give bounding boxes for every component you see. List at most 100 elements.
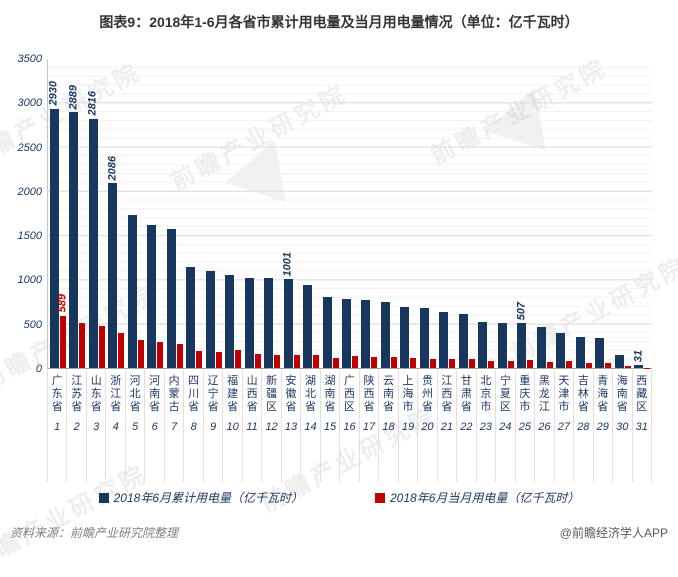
bar-cumulative bbox=[459, 314, 468, 368]
x-label-char: 省 bbox=[282, 401, 300, 414]
x-label-char: 龙 bbox=[535, 388, 553, 401]
x-label-char: 吉 bbox=[574, 375, 592, 388]
x-label-char: 省 bbox=[301, 401, 319, 414]
y-tick-label: 2000 bbox=[2, 186, 42, 198]
bar-value-label: 2889 bbox=[68, 85, 79, 109]
x-label-char: 西 bbox=[243, 388, 261, 401]
x-category-number: 26 bbox=[535, 421, 553, 433]
x-label-char: 肃 bbox=[457, 388, 475, 401]
bar-monthly bbox=[410, 358, 416, 368]
x-label-char: 南 bbox=[321, 388, 339, 401]
x-label-char: 河 bbox=[145, 375, 163, 388]
x-label-char: 甘 bbox=[457, 375, 475, 388]
bar-monthly bbox=[333, 358, 339, 369]
bar-monthly bbox=[625, 366, 631, 368]
category-column: 2816 bbox=[87, 59, 106, 368]
category-column bbox=[457, 59, 476, 368]
bar-monthly bbox=[294, 355, 300, 368]
x-label-char: 蒙 bbox=[165, 388, 183, 401]
x-label-char: 省 bbox=[379, 401, 397, 414]
bar-monthly bbox=[488, 361, 494, 368]
x-category-number: 15 bbox=[321, 421, 339, 433]
x-label-char: 苏 bbox=[67, 388, 85, 401]
bar-monthly bbox=[196, 351, 202, 368]
bar-monthly bbox=[157, 342, 163, 368]
category-column bbox=[126, 59, 145, 368]
x-label-char: 天 bbox=[555, 375, 573, 388]
x-label-char: 南 bbox=[379, 388, 397, 401]
y-tick-label: 1000 bbox=[2, 274, 42, 286]
category-column: 31 bbox=[633, 59, 652, 368]
x-label-char: 市 bbox=[516, 401, 534, 414]
bar-monthly bbox=[235, 350, 241, 368]
x-label-char: 省 bbox=[418, 401, 436, 414]
x-label-char: 夏 bbox=[496, 388, 514, 401]
bar-monthly bbox=[469, 359, 475, 368]
legend-label: 2018年6月当月用电量（亿千瓦时） bbox=[390, 489, 579, 506]
bar-monthly bbox=[586, 363, 592, 368]
bar-monthly bbox=[313, 355, 319, 368]
x-category-number: 12 bbox=[262, 421, 280, 433]
bar-cumulative: 31 bbox=[634, 365, 643, 368]
bar-value-label: 589 bbox=[57, 294, 68, 312]
x-category-number: 10 bbox=[223, 421, 241, 433]
legend-item: 2018年6月当月用电量（亿千瓦时） bbox=[375, 489, 579, 506]
bar-monthly bbox=[274, 355, 280, 368]
x-label-char: 州 bbox=[418, 388, 436, 401]
category-column bbox=[204, 59, 223, 368]
bar-cumulative bbox=[225, 275, 234, 369]
x-category-number: 6 bbox=[145, 421, 163, 433]
category-column bbox=[613, 59, 632, 368]
x-label-char: 新 bbox=[262, 375, 280, 388]
x-label-char: 省 bbox=[87, 401, 105, 414]
x-label-char: 海 bbox=[399, 388, 417, 401]
x-label-char: 广 bbox=[48, 375, 66, 388]
bar-value-label: 2816 bbox=[88, 91, 99, 115]
x-label-char: 山 bbox=[243, 375, 261, 388]
category-column bbox=[477, 59, 496, 368]
bar-monthly bbox=[430, 359, 436, 369]
bar-cumulative bbox=[615, 355, 624, 369]
category-column bbox=[184, 59, 203, 368]
category-column bbox=[535, 59, 554, 368]
x-label-char: 省 bbox=[321, 401, 339, 414]
x-category-number: 13 bbox=[282, 421, 300, 433]
bar-monthly: 589 bbox=[60, 316, 66, 368]
legend-swatch-icon bbox=[99, 493, 109, 503]
x-category-number: 18 bbox=[379, 421, 397, 433]
x-label-char: 省 bbox=[574, 401, 592, 414]
bar-monthly bbox=[449, 359, 455, 368]
x-label-char: 西 bbox=[633, 375, 651, 388]
bar-monthly bbox=[216, 352, 222, 368]
bar-value-label: 2086 bbox=[107, 156, 118, 180]
x-label-char: 海 bbox=[613, 375, 631, 388]
x-label-char: 川 bbox=[184, 388, 202, 401]
bar-cumulative: 2889 bbox=[69, 112, 78, 368]
x-label-char: 省 bbox=[204, 401, 222, 414]
x-category-number: 31 bbox=[633, 421, 651, 433]
bar-monthly bbox=[508, 361, 514, 369]
x-category-number: 24 bbox=[496, 421, 514, 433]
x-label-char: 福 bbox=[223, 375, 241, 388]
category-column bbox=[360, 59, 379, 368]
x-label-char: 省 bbox=[438, 401, 456, 414]
category-column bbox=[418, 59, 437, 368]
x-label-char: 西 bbox=[438, 388, 456, 401]
bar-cumulative bbox=[342, 299, 351, 368]
legend-swatch-icon bbox=[375, 493, 385, 503]
x-label-char: 省 bbox=[67, 401, 85, 414]
x-label-char: 省 bbox=[243, 401, 261, 414]
x-label-char: 北 bbox=[126, 388, 144, 401]
x-category-number: 7 bbox=[165, 421, 183, 433]
category-column bbox=[555, 59, 574, 368]
